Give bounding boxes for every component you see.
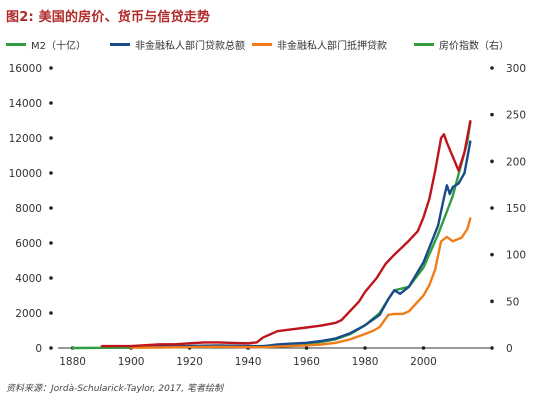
series-lines-group bbox=[71, 120, 472, 350]
legend-swatch-mortgage bbox=[252, 43, 272, 46]
left-tick-label: 6000 bbox=[15, 238, 42, 250]
chart-title: 图2: 美国的房价、货币与信贷走势 bbox=[6, 10, 211, 25]
left-tick-dot bbox=[49, 346, 53, 350]
right-tick-label: 200 bbox=[506, 156, 526, 168]
right-tick-label: 150 bbox=[506, 203, 526, 215]
left-tick-label: 0 bbox=[35, 343, 42, 355]
x-tick-label: 1980 bbox=[352, 356, 379, 368]
left-tick-dot bbox=[49, 206, 53, 210]
x-tick-dot bbox=[363, 346, 367, 350]
right-tick-dot bbox=[490, 346, 494, 350]
x-tick-label: 1900 bbox=[118, 356, 145, 368]
series-line-house-price bbox=[100, 120, 472, 348]
right-tick-label: 250 bbox=[506, 110, 526, 122]
left-tick-label: 8000 bbox=[15, 203, 42, 215]
legend: M2（十亿） 非金融私人部门贷款总额 非金融私人部门抵押贷款 房价指数（右） bbox=[6, 37, 546, 55]
legend-swatch-house-price bbox=[414, 43, 434, 46]
left-tick-label: 12000 bbox=[9, 133, 42, 145]
right-tick-label: 0 bbox=[506, 343, 513, 355]
x-tick-label: 1960 bbox=[293, 356, 320, 368]
axes-group: 0 2000 4000 6000 8000 10000 12000 14000 16000 0 50… bbox=[9, 63, 526, 368]
left-tick-label: 16000 bbox=[9, 63, 42, 75]
legend-item-total-credit: 非金融私人部门贷款总额 bbox=[110, 37, 245, 52]
x-tick-dot bbox=[421, 346, 426, 350]
legend-label-house-price: 房价指数（右） bbox=[439, 41, 509, 52]
left-tick-dot bbox=[49, 276, 53, 280]
left-tick-dot bbox=[49, 241, 53, 245]
x-tick-dot bbox=[304, 346, 309, 350]
series-line-mortgage bbox=[129, 217, 472, 349]
x-tick-label: 1880 bbox=[59, 356, 86, 368]
left-tick-dot bbox=[49, 136, 53, 140]
series-line-m2 bbox=[71, 121, 472, 350]
legend-label-mortgage: 非金融私人部门抵押贷款 bbox=[277, 41, 387, 52]
left-tick-label: 2000 bbox=[15, 308, 42, 320]
right-tick-label: 50 bbox=[506, 296, 519, 308]
left-tick-label: 10000 bbox=[9, 168, 42, 180]
right-tick-label: 300 bbox=[506, 63, 526, 75]
series-line-total-credit bbox=[144, 140, 472, 349]
x-tick-label: 1940 bbox=[235, 356, 262, 368]
legend-label-total-credit: 非金融私人部门贷款总额 bbox=[135, 41, 245, 52]
right-tick-label: 100 bbox=[506, 250, 526, 262]
left-tick-dot bbox=[49, 66, 53, 70]
x-tick-label: 2000 bbox=[410, 356, 437, 368]
left-tick-dot bbox=[49, 171, 53, 175]
legend-swatch-m2 bbox=[6, 43, 26, 46]
left-tick-label: 14000 bbox=[9, 98, 42, 110]
right-tick-dot bbox=[490, 159, 494, 164]
right-tick-dot bbox=[490, 252, 494, 257]
legend-item-house-price: 房价指数（右） bbox=[414, 37, 509, 52]
left-tick-label: 4000 bbox=[15, 273, 42, 285]
legend-item-m2: M2（十亿） bbox=[6, 37, 86, 52]
right-tick-dot bbox=[490, 299, 494, 304]
legend-swatch-total-credit bbox=[110, 43, 130, 46]
right-tick-dot bbox=[490, 112, 494, 117]
source-note: 资料来源：Jordà-Schularick-Taylor, 2017, 笔者绘制 bbox=[6, 384, 223, 394]
x-tick-label: 1920 bbox=[176, 356, 203, 368]
legend-item-mortgage: 非金融私人部门抵押贷款 bbox=[252, 37, 387, 52]
right-tick-dot bbox=[490, 66, 494, 70]
left-tick-dot bbox=[49, 101, 53, 105]
right-tick-dot bbox=[490, 206, 494, 210]
legend-label-m2: M2（十亿） bbox=[31, 41, 86, 52]
left-tick-dot bbox=[49, 311, 53, 315]
